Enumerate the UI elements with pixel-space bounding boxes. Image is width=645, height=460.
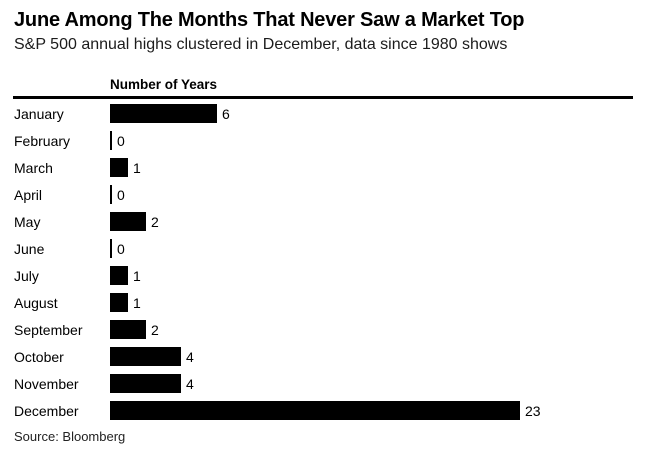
bar <box>110 401 520 420</box>
value-label: 4 <box>186 348 194 365</box>
bar-group: 1 <box>110 293 141 312</box>
bar <box>110 374 181 393</box>
chart-row: January 6 <box>14 100 638 127</box>
zero-tick <box>110 185 112 204</box>
value-label: 0 <box>117 240 125 257</box>
bar <box>110 158 128 177</box>
category-label: April <box>14 186 43 203</box>
category-label: December <box>14 402 79 419</box>
chart-row: April 0 <box>14 181 638 208</box>
category-label: October <box>14 348 64 365</box>
bar-group: 6 <box>110 104 230 123</box>
value-label: 2 <box>151 321 159 338</box>
bar-group: 4 <box>110 374 194 393</box>
bar-group: 2 <box>110 320 159 339</box>
chart-row: August 1 <box>14 289 638 316</box>
bar <box>110 212 146 231</box>
chart-row: May 2 <box>14 208 638 235</box>
chart-subtitle: S&P 500 annual highs clustered in Decemb… <box>14 36 508 53</box>
bar-chart: January 6 February 0 March 1 April 0 May 2 June 0 Ju… <box>14 100 638 424</box>
category-label: January <box>14 105 64 122</box>
bar <box>110 293 128 312</box>
bar-group: 0 <box>110 131 125 150</box>
value-label: 1 <box>133 267 141 284</box>
category-label: March <box>14 159 53 176</box>
category-label: November <box>14 375 79 392</box>
chart-row: July 1 <box>14 262 638 289</box>
value-label: 0 <box>117 186 125 203</box>
bar <box>110 266 128 285</box>
value-label: 2 <box>151 213 159 230</box>
chart-row: March 1 <box>14 154 638 181</box>
axis-title: Number of Years <box>110 77 218 92</box>
chart-row: December 23 <box>14 397 638 424</box>
bar-group: 2 <box>110 212 159 231</box>
bar-group: 1 <box>110 158 141 177</box>
bar <box>110 347 181 366</box>
chart-row: September 2 <box>14 316 638 343</box>
value-label: 1 <box>133 294 141 311</box>
source-note: Source: Bloomberg <box>14 429 126 444</box>
chart-row: February 0 <box>14 127 638 154</box>
value-label: 6 <box>222 105 230 122</box>
chart-row: October 4 <box>14 343 638 370</box>
bar-group: 1 <box>110 266 141 285</box>
bar-group: 4 <box>110 347 194 366</box>
category-label: June <box>14 240 45 257</box>
category-label: May <box>14 213 41 230</box>
category-label: September <box>14 321 83 338</box>
bar-group: 23 <box>110 401 541 420</box>
bar <box>110 320 146 339</box>
value-label: 0 <box>117 132 125 149</box>
value-label: 23 <box>525 402 541 419</box>
axis-top-rule <box>13 96 633 99</box>
zero-tick <box>110 239 112 258</box>
chart-row: June 0 <box>14 235 638 262</box>
bar-group: 0 <box>110 239 125 258</box>
chart-row: November 4 <box>14 370 638 397</box>
chart-title: June Among The Months That Never Saw a M… <box>14 9 525 31</box>
category-label: February <box>14 132 71 149</box>
value-label: 1 <box>133 159 141 176</box>
bar-group: 0 <box>110 185 125 204</box>
bar <box>110 104 217 123</box>
zero-tick <box>110 131 112 150</box>
value-label: 4 <box>186 375 194 392</box>
category-label: August <box>14 294 58 311</box>
category-label: July <box>14 267 39 284</box>
